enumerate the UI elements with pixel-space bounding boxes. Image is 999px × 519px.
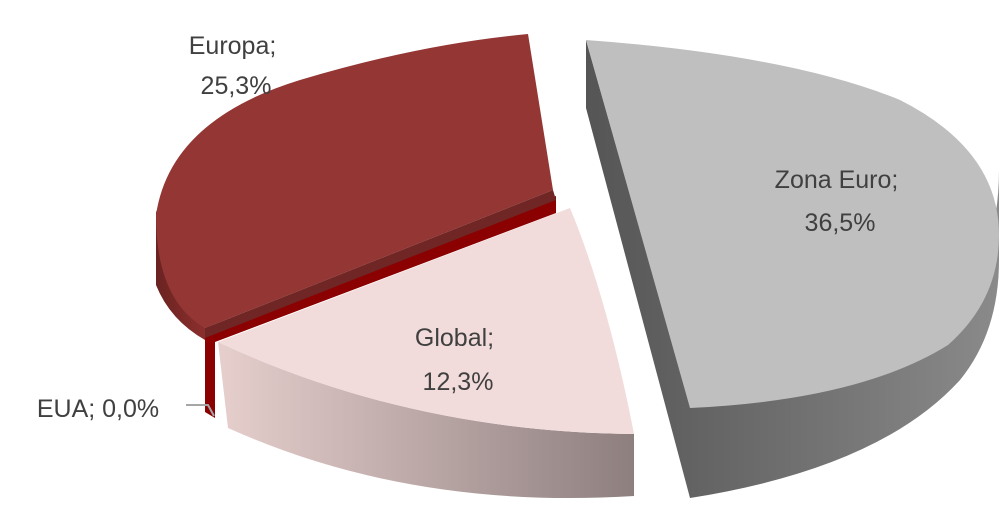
slice-zona-euro (586, 40, 999, 498)
label-europa-name: Europa; (189, 32, 277, 60)
slice-europa (156, 34, 556, 340)
label-global-name: Global; (415, 324, 494, 352)
label-global: Global; 12,3% (415, 324, 501, 396)
label-europa: Europa; 25,3% (189, 32, 284, 100)
slice-global (218, 208, 634, 499)
slice-europa-top (156, 34, 553, 328)
label-eua: EUA; 0,0% (37, 395, 159, 423)
slice-zona-euro-side (586, 40, 999, 498)
slice-europa-inner (205, 190, 556, 338)
slice-global-top (218, 208, 634, 434)
slice-global-side (218, 342, 634, 499)
label-europa-value: 25,3% (201, 72, 272, 100)
label-zona-euro-name: Zona Euro; (775, 166, 899, 194)
slice-zona-euro-top (586, 40, 999, 408)
label-zona-euro: Zona Euro; 36,5% (775, 166, 906, 237)
eua-leader-line (186, 404, 215, 417)
label-zona-euro-value: 36,5% (805, 209, 876, 237)
label-global-value: 12,3% (423, 368, 494, 396)
